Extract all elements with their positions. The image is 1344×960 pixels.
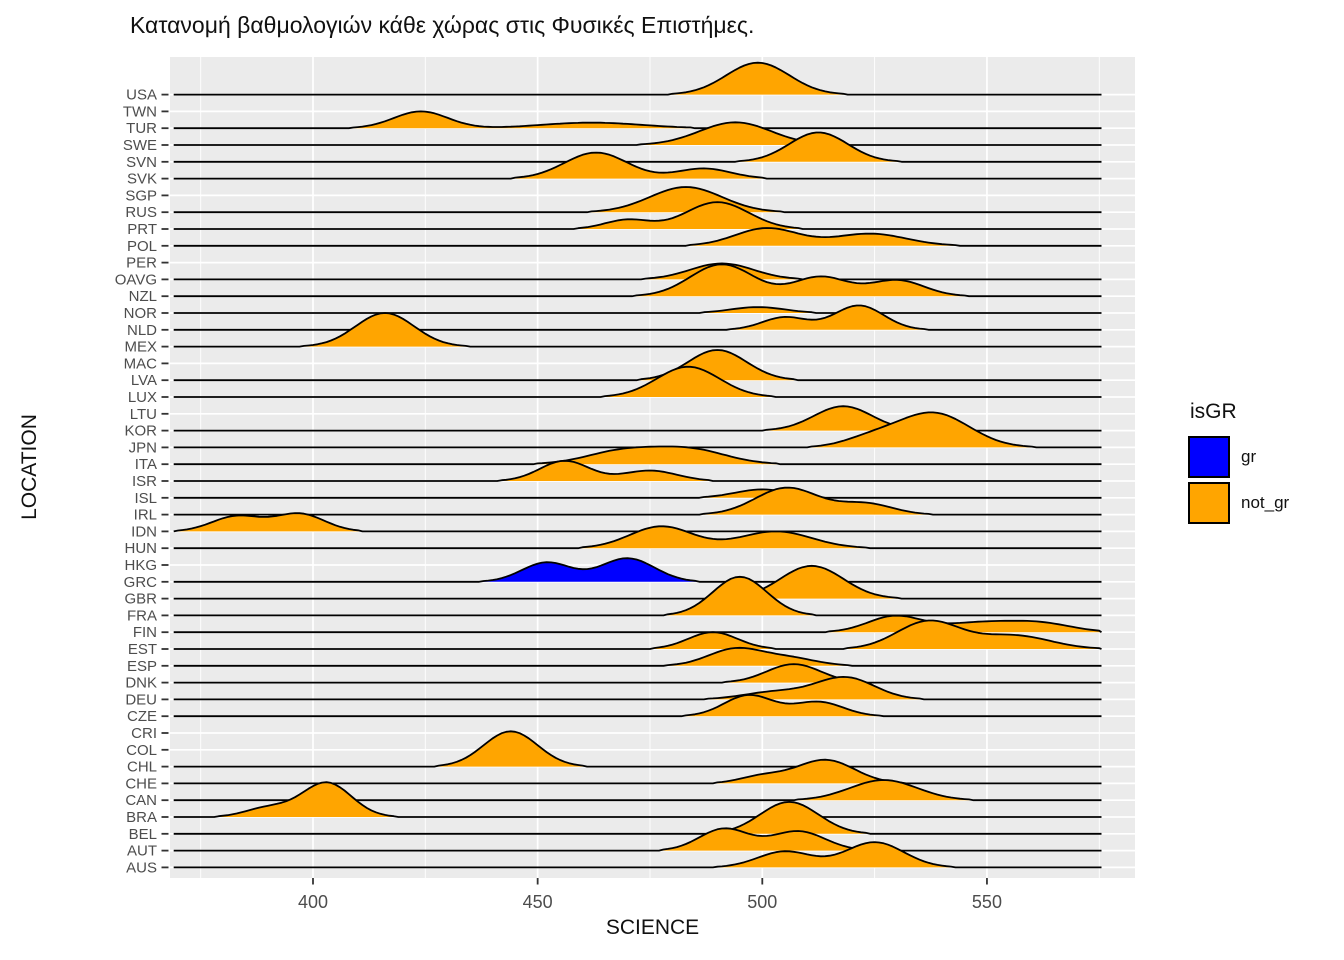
legend-swatch-gr (1188, 436, 1230, 478)
ridge-NZL (173, 263, 1102, 298)
y-tick-label-BRA: BRA (126, 809, 157, 826)
ridge-LVA (173, 349, 1102, 382)
y-tick-label-MAC: MAC (124, 355, 158, 372)
y-tick-label-EST: EST (128, 641, 157, 658)
y-tick-label-LTU: LTU (130, 406, 157, 423)
ridge-IRL (173, 486, 1102, 516)
y-tick-label-SWE: SWE (123, 137, 157, 154)
ridge-ESP (173, 646, 1102, 667)
y-tick-label-CAN: CAN (125, 792, 157, 809)
y-tick-label-AUS: AUS (126, 859, 157, 876)
y-tick-label-ESP: ESP (127, 658, 157, 675)
x-axis-title: SCIENCE (605, 916, 700, 939)
y-tick-label-BEL: BEL (129, 826, 157, 843)
y-tick-label-TWN: TWN (123, 103, 157, 120)
x-tick-label-400: 400 (298, 892, 328, 912)
ridge-BRA (173, 781, 1102, 818)
y-tick-label-SVN: SVN (126, 154, 157, 171)
y-tick-label-COL: COL (126, 742, 157, 759)
ridge-NOR (173, 306, 1102, 314)
ridge-SWE (173, 121, 1102, 146)
y-tick-label-CRI: CRI (131, 725, 157, 742)
y-tick-label-LVA: LVA (131, 372, 157, 389)
y-tick-label-DNK: DNK (125, 675, 157, 692)
ridge-PRT (173, 201, 1102, 230)
y-tick-label-PER: PER (126, 255, 157, 272)
y-tick-label-USA: USA (126, 87, 157, 104)
y-tick-label-NOR: NOR (124, 305, 158, 322)
y-tick-label-HUN: HUN (125, 540, 158, 557)
ridge-CZE (173, 694, 1102, 718)
y-tick-label-NZL: NZL (129, 288, 157, 305)
y-tick-label-TUR: TUR (126, 120, 157, 137)
ridge-BEL (173, 801, 1102, 835)
y-tick-label-MEX: MEX (124, 339, 157, 356)
y-tick-label-OAVG: OAVG (115, 271, 157, 288)
ridge-CHL (173, 730, 1102, 768)
ridge-NLD (173, 304, 1102, 331)
y-tick-label-LUX: LUX (128, 389, 157, 406)
y-tick-label-POL: POL (127, 238, 157, 255)
ridge-MEX (173, 312, 1102, 348)
legend-swatch-not-gr (1188, 482, 1230, 524)
ridge-EST (173, 619, 1102, 650)
y-tick-label-JPN: JPN (129, 439, 157, 456)
ridge-ITA (173, 445, 1102, 466)
y-tick-label-CHL: CHL (127, 759, 157, 776)
legend-entry-gr: gr (1188, 436, 1344, 478)
y-tick-label-CHE: CHE (125, 775, 157, 792)
legend-label-not-gr: not_gr (1241, 493, 1290, 512)
ridge-HUN (173, 525, 1102, 550)
ridge-ISR (173, 459, 1102, 482)
ridge-ISL (173, 488, 1102, 499)
y-tick-label-ISL: ISL (134, 490, 157, 507)
ridge-GRC (173, 557, 1102, 583)
y-tick-label-FIN: FIN (133, 624, 157, 641)
ridge-POL (173, 227, 1102, 247)
x-tick-label-550: 550 (972, 892, 1002, 912)
ridge-AUS (173, 841, 1102, 869)
ridge-USA (173, 61, 1102, 96)
ridge-AUT (173, 827, 1102, 852)
ridge-SVN (173, 131, 1102, 163)
legend: isGR gr not_gr (1188, 400, 1344, 528)
y-tick-label-FRA: FRA (127, 607, 157, 624)
legend-title: isGR (1190, 400, 1237, 423)
y-tick-label-RUS: RUS (125, 204, 157, 221)
ridge-FRA (173, 575, 1102, 617)
x-tick-label-500: 500 (747, 892, 777, 912)
y-tick-label-HKG: HKG (124, 557, 157, 574)
panel-background (170, 57, 1135, 878)
ridge-SVK (173, 151, 1102, 180)
y-tick-label-IRL: IRL (134, 507, 157, 524)
y-tick-label-ITA: ITA (135, 456, 157, 473)
ridge-GBR (173, 564, 1102, 600)
y-tick-label-CZE: CZE (127, 708, 157, 725)
legend-label-gr: gr (1241, 447, 1257, 466)
ridge-OAVG (173, 262, 1102, 281)
y-axis-title: LOCATION (18, 414, 41, 520)
ridge-RUS (173, 186, 1102, 214)
y-tick-label-SVK: SVK (127, 171, 157, 188)
x-tick-label-450: 450 (523, 892, 553, 912)
y-tick-label-DEU: DEU (125, 691, 157, 708)
y-tick-label-IDN: IDN (131, 523, 157, 540)
ridge-DEU (173, 676, 1102, 701)
y-tick-label-ISR: ISR (132, 473, 157, 490)
y-tick-label-PRT: PRT (127, 221, 157, 238)
y-tick-label-AUT: AUT (127, 843, 157, 860)
y-tick-label-GBR: GBR (124, 591, 157, 608)
y-tick-label-SGP: SGP (125, 187, 157, 204)
ridge-DNK (173, 663, 1102, 684)
y-tick-label-NLD: NLD (127, 322, 157, 339)
legend-entry-not-gr: not_gr (1188, 482, 1344, 524)
ridge-LUX (173, 365, 1102, 398)
y-tick-label-GRC: GRC (124, 574, 158, 591)
y-tick-label-KOR: KOR (124, 423, 157, 440)
ridge-TUR (173, 110, 1102, 130)
chart-title: Κατανομή βαθμολογιών κάθε χώρας στις Φυσ… (130, 12, 755, 38)
